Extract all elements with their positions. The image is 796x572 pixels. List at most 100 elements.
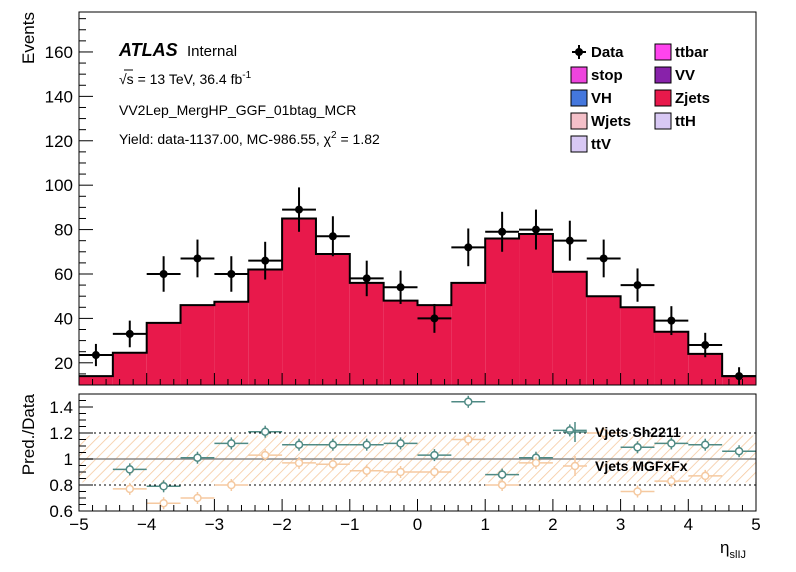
ratio-point-sh2211: [282, 438, 316, 451]
stack-outline: [79, 217, 756, 378]
ratio-point-mgfxfx: [214, 479, 249, 491]
data-point: [383, 270, 418, 304]
y-tick-label: 20: [54, 354, 73, 373]
ratio-point-sh2211: [383, 437, 418, 450]
data-point: [451, 228, 486, 267]
atlas-text: ATLAS: [118, 40, 178, 60]
main-panel: 20 40 60 80 100 120 140 160 Events ATLAS Intern…: [19, 11, 757, 386]
x-tick-label: 2: [548, 515, 557, 534]
zjets-bar: [688, 353, 723, 385]
ratio-y-tick-label: 0.8: [49, 476, 73, 495]
ratio-legend-label-mgfxfx: Vjets MGFxFx: [595, 458, 688, 474]
ratio-y-axis: 0.6 0.8 1 1.2 1.4: [49, 398, 93, 521]
zjets-stack: [79, 217, 756, 385]
y-tick-label: 80: [54, 221, 73, 240]
x-tick-label: −2: [272, 515, 291, 534]
ratio-y-tick-label: 0.6: [49, 502, 73, 521]
zjets-bar: [315, 254, 350, 385]
legend-label: ttbar: [675, 44, 708, 61]
ratio-y-label: Pred./Data: [19, 393, 38, 475]
legend-item: Data: [572, 44, 624, 61]
data-point: [552, 220, 587, 261]
energy-rest: = 13 TeV, 36.4 fb: [134, 71, 243, 87]
zjets-bar: [248, 269, 283, 385]
data-point: [349, 260, 384, 297]
ratio-point-mgfxfx: [586, 427, 621, 439]
x-tick-label: −5: [69, 515, 88, 534]
zjets-bar: [654, 331, 689, 385]
y-tick-label: 140: [45, 87, 73, 106]
region-label: VV2Lep_MergHP_GGF_01btag_MCR: [119, 102, 356, 118]
data-points: [79, 187, 756, 385]
legend-label: stop: [591, 67, 623, 84]
y-tick-label: 160: [45, 43, 73, 62]
ratio-point-sh2211: [451, 395, 486, 408]
ratio-y-tick-label: 1.4: [49, 398, 73, 417]
zjets-bar: [383, 300, 418, 385]
energy-sqrt: √s: [119, 71, 134, 87]
x-tick-label: 0: [413, 515, 422, 534]
legend-item: ttV: [570, 135, 611, 153]
ratio-y-tick-label: 1: [64, 450, 73, 469]
x-axis-label-sub: slIJ: [730, 549, 747, 561]
legend-item: VH: [570, 89, 612, 107]
zjets-bar: [485, 238, 520, 385]
data-point: [654, 306, 689, 336]
x-tick-label: −3: [205, 515, 224, 534]
ratio-point-mgfxfx: [180, 492, 215, 504]
data-point: [485, 211, 520, 252]
ratio-point-sh2211: [180, 451, 215, 464]
ratio-point-mgfxfx: [620, 485, 655, 498]
yield-sup: 2: [331, 130, 337, 141]
zjets-bar: [282, 218, 316, 385]
legend: Data ttbar stop VV VH Zjets Wjets ttH ttV: [570, 43, 710, 153]
ratio-point-sh2211: [722, 445, 756, 458]
ratio-point-mgfxfx: [688, 469, 723, 482]
y-tick-label: 60: [54, 265, 73, 284]
ratio-point-sh2211: [688, 438, 723, 451]
legend-item: ttH: [654, 112, 696, 130]
ratio-point-mgfxfx: [349, 464, 384, 477]
internal-text: Internal: [187, 43, 237, 60]
ratio-point-mgfxfx: [519, 456, 553, 469]
ratio-point-sh2211: [417, 449, 452, 462]
data-point: [112, 320, 147, 348]
ratio-point-sh2211: [654, 437, 689, 450]
zjets-bar: [79, 376, 113, 385]
zjets-bar: [180, 305, 215, 385]
ratio-point-mgfxfx: [383, 466, 418, 478]
x-tick-label: −1: [340, 515, 359, 534]
yield-label: Yield: data-1137.00, MC-986.55, χ2 = 1.8…: [119, 130, 380, 147]
yield-end: = 1.82: [337, 131, 380, 147]
data-point: [722, 367, 756, 385]
ratio-point-mgfxfx: [282, 456, 316, 469]
main-y-axis: 20 40 60 80 100 120 140 160: [45, 18, 757, 386]
data-point: [79, 343, 113, 367]
zjets-bar: [112, 352, 147, 385]
ratio-point-mgfxfx: [417, 466, 452, 478]
x-tick-label: 1: [480, 515, 489, 534]
ratio-point-mgfxfx: [654, 475, 689, 488]
legend-label: VV: [675, 67, 695, 84]
ratio-points: [112, 395, 756, 510]
legend-item: Zjets: [654, 89, 710, 107]
x-axis-label: ηslIJ: [720, 538, 746, 561]
ratio-point-mgfxfx: [146, 497, 181, 510]
data-point: [282, 187, 316, 232]
data-point: [214, 256, 249, 292]
legend-label: VH: [591, 90, 612, 107]
ratio-panel: Vjets Sh2211 Vjets MGFxFx 0.60.811.21.4 …: [19, 393, 761, 561]
data-point: [519, 209, 553, 250]
legend-label: ttH: [675, 113, 696, 130]
ratio-point-sh2211: [214, 437, 249, 450]
zjets-bar: [349, 282, 384, 385]
y-tick-label: 100: [45, 176, 73, 195]
data-point: [586, 239, 621, 278]
ratio-legend-label-sh2211: Vjets Sh2211: [595, 424, 681, 440]
zjets-bar: [620, 307, 655, 385]
legend-label: Zjets: [675, 90, 710, 107]
legend-item: stop: [570, 66, 623, 84]
legend-label: Data: [591, 44, 624, 61]
zjets-bar: [552, 271, 587, 385]
data-point: [315, 216, 350, 257]
